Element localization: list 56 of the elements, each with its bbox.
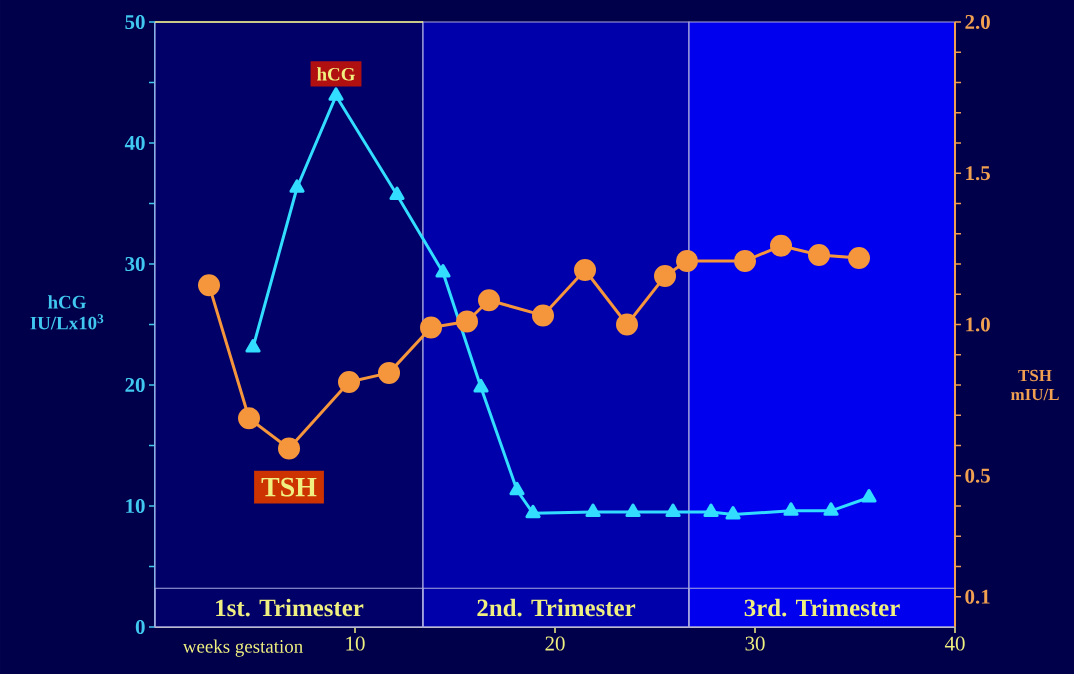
y-tick-label: 20 bbox=[125, 377, 145, 393]
series-label: hCG bbox=[317, 67, 355, 81]
point bbox=[338, 370, 361, 393]
y2-tick-label: 0.1 bbox=[965, 589, 990, 604]
point bbox=[654, 265, 677, 288]
point bbox=[725, 505, 741, 520]
y-tick-label: 0 bbox=[135, 619, 145, 635]
point bbox=[435, 263, 451, 278]
y-tick-label: 10 bbox=[126, 498, 145, 514]
point bbox=[848, 246, 871, 269]
point bbox=[478, 289, 501, 312]
point bbox=[574, 259, 597, 282]
x-axis-title: weeks gestation bbox=[182, 639, 303, 657]
point bbox=[509, 481, 525, 496]
y-tick-label: 40 bbox=[124, 135, 145, 151]
y-tick-label: 30 bbox=[125, 256, 145, 272]
point bbox=[616, 313, 639, 336]
band-label: 2nd. Trimester bbox=[477, 598, 636, 617]
point bbox=[238, 407, 261, 430]
x-tick-label: 10 bbox=[346, 636, 365, 651]
point bbox=[585, 503, 601, 518]
y2-tick-label: 2.0 bbox=[965, 14, 990, 30]
point bbox=[328, 87, 344, 101]
point bbox=[823, 502, 839, 516]
point bbox=[861, 489, 877, 503]
point bbox=[456, 310, 479, 333]
point bbox=[473, 378, 489, 393]
x-tick-label: 30 bbox=[745, 636, 765, 651]
point bbox=[289, 179, 305, 193]
point bbox=[389, 186, 405, 201]
point bbox=[734, 249, 757, 272]
point bbox=[278, 437, 301, 460]
y-tick-label: 50 bbox=[125, 14, 145, 30]
point bbox=[676, 249, 699, 272]
y-axis-title: hCG IU/Lx10$^{3}$ bbox=[30, 295, 104, 330]
point bbox=[378, 361, 401, 384]
point bbox=[532, 304, 555, 327]
band-label: 3rd. Trimester bbox=[744, 598, 900, 617]
x-tick-label: 40 bbox=[944, 636, 965, 651]
band-label: 1st. Trimester bbox=[216, 598, 364, 617]
point bbox=[625, 503, 641, 518]
point bbox=[198, 274, 221, 297]
y2-tick-label: 1.0 bbox=[966, 317, 990, 332]
point bbox=[525, 504, 541, 519]
point bbox=[245, 338, 261, 353]
y2-tick-label: 0.5 bbox=[965, 468, 990, 483]
point bbox=[665, 503, 681, 518]
point bbox=[420, 316, 443, 339]
y2-tick-label: 1.5 bbox=[966, 166, 990, 181]
point bbox=[770, 234, 793, 257]
point bbox=[808, 243, 831, 266]
point bbox=[703, 503, 719, 518]
series-label: TSH bbox=[261, 477, 317, 497]
y2-axis-title: TSH mIU/L bbox=[1011, 369, 1059, 401]
x-tick-label: 20 bbox=[545, 636, 565, 651]
point bbox=[783, 502, 799, 516]
